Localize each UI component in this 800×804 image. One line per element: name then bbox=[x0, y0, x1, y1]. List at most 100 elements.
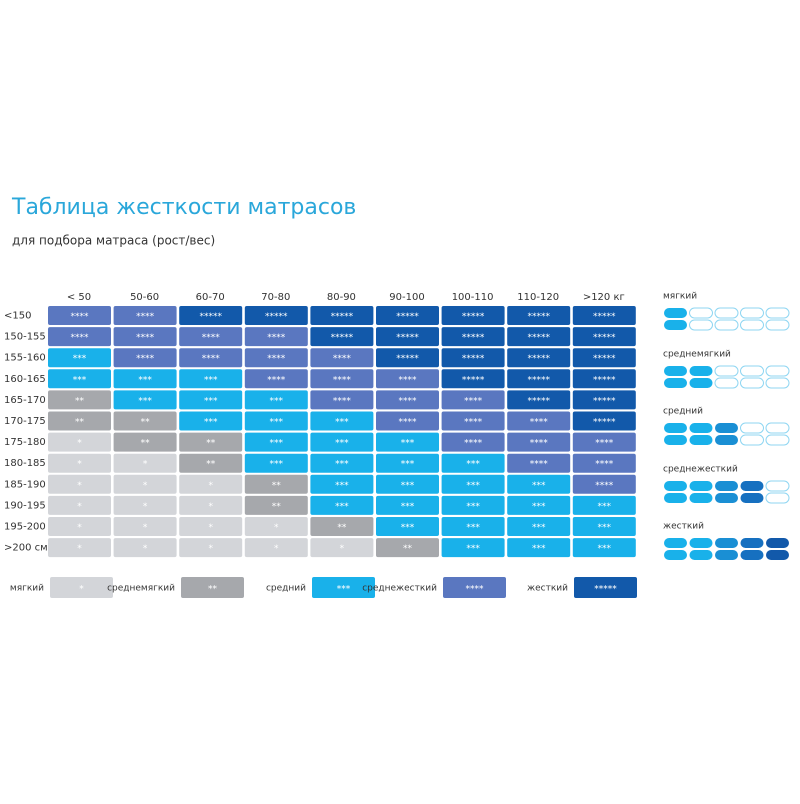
cell bbox=[441, 517, 505, 536]
cell bbox=[376, 327, 439, 347]
row-label: 155-160 bbox=[4, 353, 46, 364]
cell-stars: ***** bbox=[593, 312, 616, 322]
column-header: 60-70 bbox=[196, 292, 225, 303]
cell-stars: * bbox=[77, 523, 82, 533]
cell-stars: ***** bbox=[331, 333, 354, 343]
cell-stars: ** bbox=[75, 396, 85, 406]
cell-stars: ***** bbox=[527, 354, 550, 364]
cell-stars: **** bbox=[136, 312, 155, 322]
cell bbox=[48, 348, 111, 368]
cell-stars: ***** bbox=[527, 312, 550, 322]
column-header: 100-110 bbox=[452, 292, 494, 303]
cell bbox=[572, 495, 636, 515]
cell-stars: *** bbox=[335, 502, 349, 512]
cell-stars: ** bbox=[403, 544, 413, 554]
column-header: 50-60 bbox=[130, 292, 159, 303]
cell-stars: **** bbox=[399, 375, 418, 385]
cell bbox=[179, 495, 243, 515]
firmness-pill bbox=[689, 493, 713, 503]
firmness-pill bbox=[689, 538, 713, 548]
legend-label: жесткий bbox=[527, 584, 568, 594]
cell bbox=[113, 474, 177, 494]
cell bbox=[48, 474, 111, 494]
cell bbox=[179, 348, 243, 368]
firmness-pill bbox=[689, 307, 713, 319]
firmness-pill bbox=[689, 319, 713, 331]
cell-stars: * bbox=[143, 460, 148, 470]
cell-stars: ***** bbox=[527, 333, 550, 343]
cell bbox=[376, 348, 439, 368]
firmness-pill bbox=[740, 550, 764, 560]
cell-stars: ***** bbox=[527, 375, 550, 385]
firmness-pill bbox=[740, 422, 764, 434]
firmness-pill bbox=[664, 378, 687, 388]
cell bbox=[310, 411, 374, 431]
cell bbox=[48, 432, 111, 452]
cell bbox=[179, 517, 243, 536]
cell-stars: ***** bbox=[396, 354, 419, 364]
cell-stars: ** bbox=[272, 481, 282, 491]
firmness-pill bbox=[765, 365, 790, 377]
cell-stars: **** bbox=[267, 354, 286, 364]
cell-stars: * bbox=[208, 481, 213, 491]
cell bbox=[179, 390, 243, 410]
cell-stars: * bbox=[143, 481, 148, 491]
cell-stars: *** bbox=[532, 502, 546, 512]
firmness-pill bbox=[714, 377, 739, 389]
row-label: 185-190 bbox=[4, 479, 46, 490]
cell-stars: **** bbox=[464, 418, 483, 428]
cell-stars: ***** bbox=[265, 312, 288, 322]
cell bbox=[441, 369, 505, 389]
cell bbox=[179, 411, 243, 431]
cell-stars: *** bbox=[532, 544, 546, 554]
cell bbox=[441, 306, 505, 325]
cell bbox=[310, 474, 374, 494]
row-label: 190-195 bbox=[4, 500, 46, 511]
firmness-pill bbox=[714, 365, 739, 377]
cell-stars: * bbox=[208, 523, 213, 533]
cell-stars: *** bbox=[401, 481, 415, 491]
cell-stars: **** bbox=[202, 333, 221, 343]
cell-stars: **** bbox=[595, 481, 614, 491]
cell bbox=[572, 348, 636, 368]
row-label: 195-200 bbox=[4, 522, 46, 533]
cell bbox=[572, 517, 636, 536]
firmness-pill bbox=[715, 550, 738, 560]
legend-stars: *** bbox=[337, 585, 351, 595]
cell-stars: * bbox=[77, 544, 82, 554]
legend-swatch bbox=[443, 577, 506, 598]
cell-stars: * bbox=[77, 439, 82, 449]
cell bbox=[113, 432, 177, 452]
cell bbox=[507, 538, 571, 558]
cell bbox=[48, 306, 111, 325]
legend-label: среднемягкий bbox=[107, 584, 175, 594]
cell-stars: * bbox=[77, 460, 82, 470]
firmness-pill bbox=[765, 319, 790, 331]
cell-stars: ***** bbox=[396, 312, 419, 322]
cell-stars: *** bbox=[335, 460, 349, 470]
cell bbox=[572, 306, 636, 325]
cell-stars: *** bbox=[401, 502, 415, 512]
cell-stars: * bbox=[208, 502, 213, 512]
firmness-pill bbox=[664, 320, 687, 330]
cell bbox=[48, 538, 111, 558]
cell bbox=[179, 327, 243, 347]
firmness-pill bbox=[689, 550, 713, 560]
cell-stars: * bbox=[77, 502, 82, 512]
side-label: среднежесткий bbox=[663, 465, 738, 475]
cell bbox=[310, 453, 374, 473]
cell-stars: *** bbox=[532, 481, 546, 491]
row-label: <150 bbox=[4, 311, 31, 322]
cell bbox=[48, 453, 111, 473]
cell bbox=[441, 495, 505, 515]
cell-stars: ** bbox=[272, 502, 282, 512]
firmness-pill bbox=[766, 538, 789, 548]
cell bbox=[48, 517, 111, 536]
cell-stars: * bbox=[274, 523, 279, 533]
firmness-pill bbox=[740, 493, 764, 503]
firmness-pill bbox=[715, 538, 738, 548]
legend-label: мягкий bbox=[10, 584, 44, 594]
cell bbox=[113, 369, 177, 389]
cell-stars: ***** bbox=[396, 333, 419, 343]
